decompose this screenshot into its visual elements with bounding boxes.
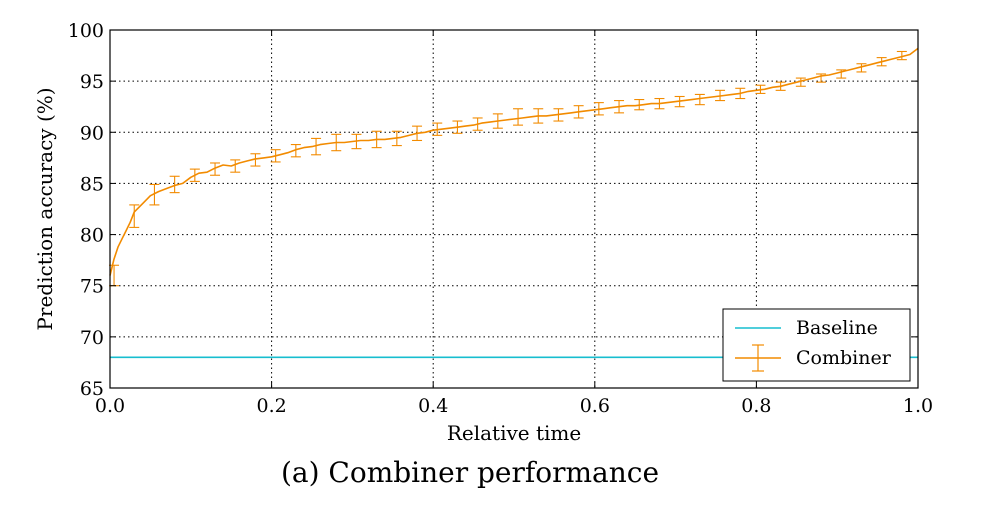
x-tick-label: 0.4	[418, 395, 448, 417]
y-tick-labels: 65 70 75 80 85 90 95 100	[68, 20, 104, 400]
combiner-errorbar	[472, 117, 483, 131]
y-tick-label: 100	[68, 20, 104, 42]
x-tick-label: 1.0	[903, 395, 933, 417]
combiner-series	[109, 47, 919, 287]
combiner-errorbar	[169, 175, 180, 194]
combiner-errorbar	[412, 125, 423, 142]
combiner-errorbar	[331, 133, 342, 152]
combiner-errorbar	[432, 122, 443, 136]
combiner-errorbar	[391, 130, 402, 147]
combiner-errorbar	[250, 153, 261, 167]
combiner-errorbar	[230, 159, 241, 173]
y-tick-label: 75	[80, 276, 104, 298]
combiner-errorbar	[452, 120, 463, 134]
legend-combiner-label: Combiner	[796, 347, 892, 369]
combiner-errorbar	[553, 108, 564, 122]
combiner-errorbar	[593, 102, 604, 116]
x-tick-label: 0.0	[95, 395, 125, 417]
y-axis-label: Prediction accuracy (%)	[33, 87, 57, 330]
x-tick-labels: 0.0 0.2 0.4 0.6 0.8 1.0	[95, 395, 933, 417]
x-tick-label: 0.8	[741, 395, 771, 417]
combiner-errorbar	[654, 97, 665, 110]
legend-combiner-swatch	[735, 344, 781, 372]
combiner-errorbar	[129, 204, 140, 228]
combiner-line	[109, 47, 919, 276]
combiner-errorbar	[210, 162, 221, 176]
combiner-errorbar	[876, 57, 887, 67]
x-axis-label: Relative time	[447, 421, 581, 445]
y-tick-label: 80	[80, 225, 104, 247]
combiner-errorbar	[856, 63, 867, 73]
combiner-errorbar	[149, 183, 160, 206]
combiner-errorbar	[270, 149, 281, 163]
combiner-errorbar	[533, 108, 544, 124]
y-tick-label: 85	[80, 173, 104, 195]
figure-caption: (a) Combiner performance	[281, 456, 659, 489]
combiner-errorbar	[311, 137, 322, 156]
combiner-errorbar	[492, 113, 503, 129]
combiner-errorbar	[634, 99, 645, 111]
combiner-errorbar	[836, 69, 847, 79]
combiner-errorbar	[513, 108, 524, 126]
axis-ticks	[109, 29, 919, 389]
combiner-errorbar	[351, 133, 362, 150]
y-tick-label: 65	[80, 378, 104, 400]
combiner-errorbar	[816, 73, 827, 83]
combiner-errorbar	[674, 95, 685, 108]
combiner-errorbar	[189, 168, 200, 182]
y-tick-label: 95	[80, 71, 104, 93]
combiner-errorbar	[694, 93, 705, 106]
plot-frame	[109, 29, 919, 389]
x-tick-label: 0.6	[580, 395, 610, 417]
combiner-errorbar	[735, 87, 746, 100]
combiner-errorbar	[715, 89, 726, 102]
combiner-errorbar	[896, 50, 907, 61]
y-tick-label: 90	[80, 122, 104, 144]
x-tick-label: 0.2	[256, 395, 286, 417]
combiner-errorbar	[755, 84, 766, 94]
legend: Baseline Combiner	[722, 308, 911, 382]
combiner-errorbar	[290, 144, 301, 158]
combiner-errorbar	[573, 105, 584, 119]
combiner-errorbar	[371, 130, 382, 149]
combiner-errorbar	[775, 81, 786, 91]
combiner-errorbar	[614, 100, 625, 114]
y-tick-label: 70	[80, 327, 104, 349]
combiner-errorbar	[795, 77, 806, 87]
legend-baseline-label: Baseline	[796, 317, 878, 339]
